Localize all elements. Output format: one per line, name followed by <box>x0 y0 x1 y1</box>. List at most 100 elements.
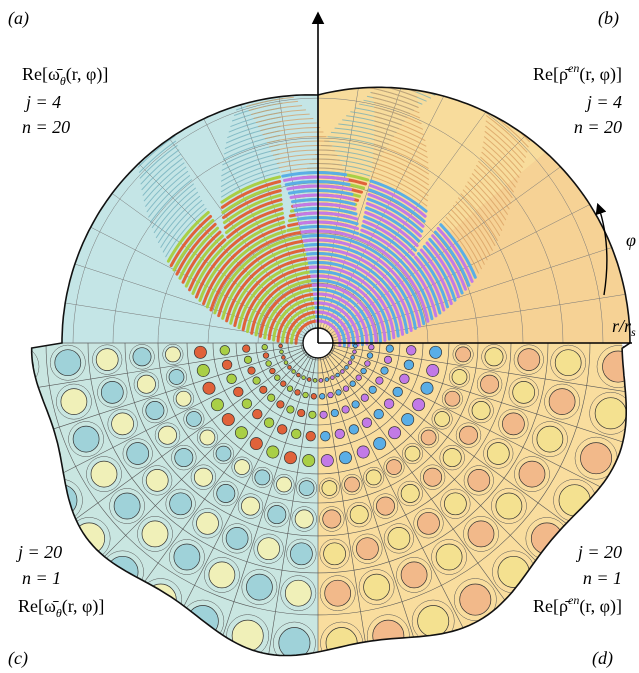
grid-line <box>317 342 424 656</box>
spiral-arc <box>226 87 278 90</box>
cell-spot <box>330 408 339 418</box>
spiral-arc <box>358 58 412 71</box>
spiral-arc <box>366 197 424 233</box>
cell-spot <box>158 425 177 445</box>
spiral-arc <box>272 149 335 156</box>
grid-ring <box>157 342 479 504</box>
cell-contour <box>273 474 295 495</box>
spiral-arc <box>414 255 446 312</box>
spiral-arc <box>220 179 282 209</box>
angle-label: φ <box>626 230 636 250</box>
spiral-arc <box>356 241 404 278</box>
cell-spot <box>95 348 119 371</box>
spiral-arc <box>291 198 356 206</box>
grid-line <box>317 342 630 449</box>
cell-spot <box>373 437 387 451</box>
spiral-arc <box>151 183 194 229</box>
spiral-arc <box>221 171 280 198</box>
spiral-arc <box>374 106 422 125</box>
cell-spot <box>356 445 370 459</box>
cell-spot <box>111 412 134 436</box>
grid-ring <box>45 342 591 616</box>
cell-spot <box>400 484 420 503</box>
cell-spot <box>373 408 384 420</box>
cell-spot <box>279 349 284 355</box>
cell-contour <box>532 421 568 457</box>
cell-spot <box>383 398 395 409</box>
spiral-arc <box>373 143 429 169</box>
cell-spot <box>400 561 428 589</box>
spiral-arc <box>140 149 180 185</box>
cell-contour <box>166 366 187 388</box>
cell-contour <box>346 501 372 528</box>
cell-contour <box>196 427 218 448</box>
grid-line <box>264 342 319 656</box>
spiral-arc <box>241 288 265 332</box>
cell-spot <box>484 347 504 367</box>
spiral-arc <box>371 166 429 196</box>
cell-contour <box>31 436 62 480</box>
cell-spot <box>284 579 312 607</box>
spiral-arc <box>371 92 419 108</box>
spiral-arc <box>253 109 307 119</box>
cell-spot <box>353 343 358 349</box>
spiral-arc <box>369 179 428 213</box>
cell-contour <box>513 344 544 375</box>
cell-spot <box>318 378 324 383</box>
spiral-arc <box>355 246 402 282</box>
spiral-arc <box>282 175 349 182</box>
spiral-arc <box>433 230 471 287</box>
cell-spot <box>241 496 260 516</box>
cell-spot <box>168 369 185 385</box>
spiral-arc <box>372 162 429 191</box>
cell-contour <box>226 614 270 656</box>
cell-spot <box>442 448 462 468</box>
spiral-arc <box>220 175 281 204</box>
cell-spot <box>406 345 417 356</box>
cell-spot <box>323 542 346 566</box>
cell-spot <box>243 355 253 364</box>
spiral-arc <box>445 216 482 270</box>
cell-spot <box>310 393 317 400</box>
cell-spot <box>403 359 415 370</box>
spiral-arc <box>148 175 191 218</box>
spiral-arc <box>245 65 298 74</box>
cell-spot <box>145 469 169 492</box>
spiral-arc <box>359 233 409 270</box>
spiral-arc <box>455 201 493 251</box>
cell-spot <box>420 381 434 395</box>
cell-spot <box>401 413 415 427</box>
spiral-arc <box>172 218 215 272</box>
cell-spot <box>144 583 177 616</box>
spiral-arc <box>270 145 333 152</box>
spiral-arc <box>486 115 528 153</box>
cell-contour <box>453 578 497 621</box>
cell-spot <box>330 375 335 380</box>
cell-spot <box>530 522 563 555</box>
cell-spot <box>269 367 276 375</box>
spiral-arc <box>310 279 352 291</box>
spiral-arc <box>250 51 305 59</box>
spiral-arc <box>289 193 355 201</box>
cell-spot <box>420 429 437 446</box>
cell-spot <box>580 442 613 475</box>
cell-spot <box>360 367 367 375</box>
spiral-arc <box>286 184 353 191</box>
cell-contour <box>213 443 234 465</box>
spiral-arc <box>276 158 340 165</box>
spiral-arc <box>137 135 176 168</box>
grid-ring <box>287 342 349 374</box>
grid-line <box>77 342 319 584</box>
cell-contour <box>253 533 284 564</box>
spiral-arc <box>358 237 407 274</box>
spiral-arc <box>469 177 507 221</box>
spiral-arc <box>258 302 277 338</box>
cell-contour <box>440 488 471 519</box>
cell-spot <box>548 388 576 415</box>
cell-spot <box>267 393 276 402</box>
cell-spot <box>281 355 286 360</box>
spiral-arc <box>217 267 248 318</box>
cell-contour <box>237 493 264 519</box>
cell-spot <box>383 355 393 364</box>
spiral-arc <box>295 211 359 221</box>
